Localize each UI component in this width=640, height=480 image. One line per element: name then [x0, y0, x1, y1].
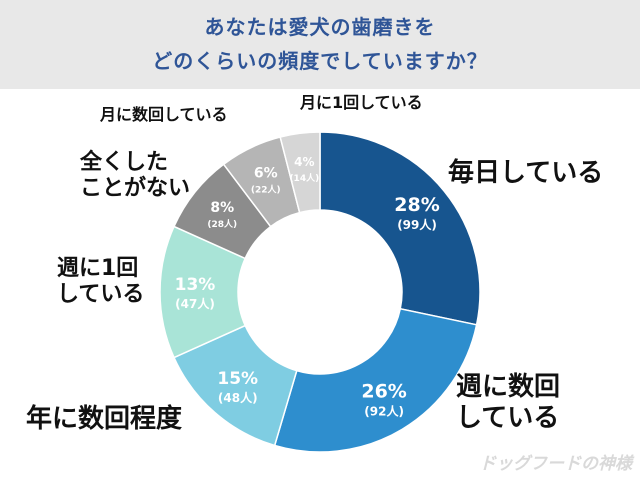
label-never: 全くした ことがない: [80, 150, 190, 202]
slice-weekly-few-count: (92人): [364, 403, 404, 418]
label-never-line-2: ことがない: [80, 175, 191, 201]
label-weekly-once-line-1: 週に1回: [57, 256, 139, 281]
slice-daily-percent: 28%: [394, 194, 439, 216]
label-yearly-line-1: 年に数回程度: [26, 404, 183, 434]
label-monthly-few: 月に数回している: [100, 105, 228, 125]
label-weekly-few-line-2: している: [456, 402, 560, 433]
slice-weekly-once-count: (47人): [175, 296, 215, 311]
slice-yearly-count: (48人): [218, 390, 258, 405]
slice-weekly-once-percent: 13%: [175, 275, 216, 295]
slice-monthly-once: [279, 131, 321, 214]
chart-title-line-2: どのくらいの頻度でしていますか？: [152, 49, 488, 73]
label-weekly-few: 週に数回 している: [456, 372, 596, 433]
label-daily: 毎日している: [448, 158, 603, 189]
label-monthly-few-line-1: 月に数回している: [100, 105, 228, 124]
chart-title-line-1: あなたは愛犬の歯磨きを: [204, 15, 436, 39]
label-yearly: 年に数回程度: [26, 404, 182, 435]
label-monthly-once-line-1: 月に1回している: [300, 93, 423, 112]
slice-never-percent: 8%: [210, 200, 234, 216]
slice-weekly-few-percent: 26%: [361, 380, 406, 402]
label-weekly-once-line-2: している: [57, 281, 145, 307]
brand-watermark: ドッグフードの神様: [479, 454, 632, 474]
label-weekly-once: 週に1回 している: [57, 256, 144, 308]
label-weekly-few-line-1: 週に数回: [456, 372, 561, 402]
slice-daily: [319, 131, 481, 326]
slice-yearly-percent: 15%: [217, 369, 258, 389]
slice-never-count: (28人): [207, 218, 237, 230]
label-daily-line-1: 毎日している: [448, 158, 604, 188]
slice-monthly-few-percent: 6%: [254, 165, 278, 181]
slice-monthly-few-count: (22人): [251, 183, 281, 195]
title-band: [0, 0, 640, 89]
slice-monthly-once-count: (14人): [289, 172, 319, 184]
slice-daily-count: (99人): [397, 217, 437, 232]
label-monthly-once: 月に1回している: [300, 93, 423, 113]
label-never-line-1: 全くした: [80, 150, 169, 175]
slice-weekly-few: [273, 307, 478, 453]
slice-monthly-once-percent: 4%: [294, 155, 314, 169]
